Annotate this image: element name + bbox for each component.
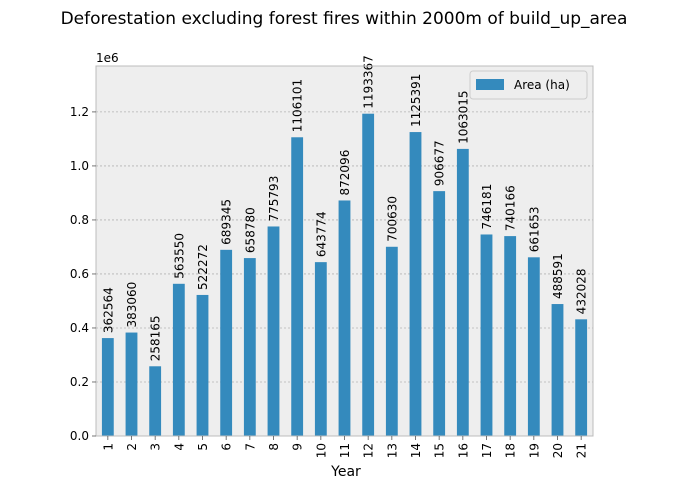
bar-value-label: 689345: [220, 199, 234, 245]
bar-value-label: 643774: [314, 211, 328, 257]
y-scale-label: 1e6: [96, 51, 119, 65]
y-axis-ticks: 0.0 0.2 0.4 0.6 0.8 1.0 1.2: [70, 105, 96, 443]
bar: [362, 113, 375, 437]
x-tick-label: 2: [125, 443, 139, 451]
bar-value-label: 740166: [504, 185, 518, 231]
x-axis-label: Year: [330, 464, 361, 480]
x-tick-label: 21: [575, 443, 589, 458]
x-tick-label: 11: [338, 443, 352, 458]
bar: [527, 257, 540, 436]
bar-value-label: 1106101: [291, 79, 305, 132]
bar-value-label: 661653: [527, 206, 541, 252]
bar: [172, 283, 185, 436]
bar: [480, 234, 493, 436]
bar: [551, 304, 564, 436]
x-tick-label: 20: [551, 443, 565, 458]
bar-value-label: 432028: [575, 269, 589, 315]
x-tick-label: 16: [456, 443, 470, 458]
legend-label: Area (ha): [514, 78, 570, 92]
x-tick-label: 18: [504, 443, 518, 458]
bar-value-label: 383060: [125, 282, 139, 328]
bar: [220, 249, 233, 436]
x-tick-label: 4: [172, 443, 186, 451]
x-tick-label: 17: [480, 443, 494, 458]
bar-value-label: 1063015: [456, 90, 470, 143]
x-tick-label: 5: [196, 443, 210, 451]
bar-value-label: 872096: [338, 150, 352, 196]
y-tick-label: 0.0: [70, 429, 89, 443]
x-tick-label: 8: [267, 443, 281, 451]
bar-value-label: 488591: [551, 253, 565, 299]
x-axis-ticks: 1 2 3 4 5 6 7 8 9 10 11 12 13 14 15 16 17 18 19 20 21: [101, 436, 589, 458]
y-tick-label: 1.0: [70, 159, 89, 173]
x-tick-label: 7: [243, 443, 257, 451]
y-tick-label: 0.4: [70, 321, 89, 335]
bar: [291, 137, 304, 437]
legend: Area (ha): [469, 70, 588, 100]
chart-title: Deforestation excluding forest fires wit…: [61, 9, 628, 29]
y-tick-label: 1.2: [70, 105, 89, 119]
x-tick-label: 15: [433, 443, 447, 458]
bar: [314, 262, 327, 436]
value-labels: 362564 383060 258165 563550 522272 689345 6587…: [101, 55, 588, 361]
bar-value-label: 1125391: [409, 74, 423, 127]
bar: [196, 294, 209, 436]
bar-value-label: 906677: [433, 140, 447, 186]
bar: [149, 366, 162, 436]
bar: [101, 338, 114, 436]
bar-value-label: 746181: [480, 184, 494, 230]
bar: [243, 258, 256, 436]
y-tick-label: 0.8: [70, 213, 89, 227]
y-tick-label: 0.2: [70, 375, 89, 389]
x-tick-label: 19: [527, 443, 541, 458]
bar: [125, 332, 138, 436]
bar: [385, 246, 398, 436]
bar-value-label: 700630: [385, 196, 399, 242]
x-tick-label: 3: [149, 443, 163, 451]
bars: [101, 113, 588, 437]
x-tick-label: 12: [362, 443, 376, 458]
bar: [267, 226, 280, 436]
bar: [338, 200, 351, 436]
bar-value-label: 563550: [172, 233, 186, 279]
bar: [504, 236, 517, 436]
x-tick-label: 14: [409, 443, 423, 458]
x-tick-label: 6: [220, 443, 234, 451]
bar-value-label: 362564: [101, 287, 115, 333]
bar: [409, 132, 422, 436]
bar-value-label: 1193367: [362, 55, 376, 108]
bar-value-label: 775793: [267, 176, 281, 222]
x-tick-label: 13: [385, 443, 399, 458]
bar: [433, 191, 446, 436]
legend-box: [469, 70, 588, 100]
bar: [575, 319, 588, 436]
bar-value-label: 258165: [149, 315, 163, 361]
x-tick-label: 1: [101, 443, 115, 451]
legend-swatch: [476, 79, 504, 90]
bar-value-label: 658780: [243, 207, 257, 253]
y-tick-label: 0.6: [70, 267, 89, 281]
x-tick-label: 10: [314, 443, 328, 458]
bar: [456, 148, 469, 436]
bar-value-label: 522272: [196, 244, 210, 290]
x-tick-label: 9: [291, 443, 305, 451]
